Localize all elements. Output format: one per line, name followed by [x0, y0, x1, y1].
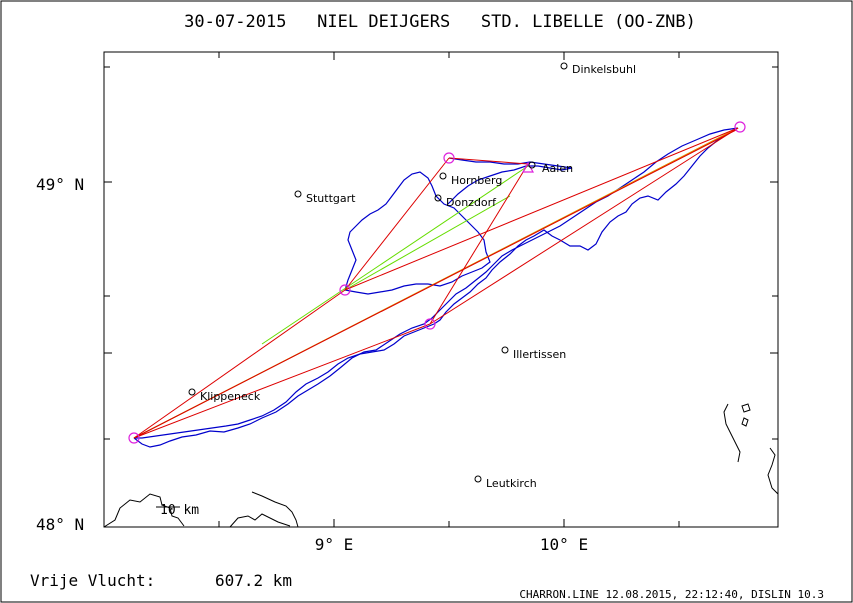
free-flight-distance: 607.2 km [215, 571, 292, 590]
turnpoint-5 [424, 318, 436, 330]
scale-bar: 10 km [156, 503, 199, 518]
route-red [133, 127, 739, 439]
track-loop-west [344, 171, 491, 295]
place-label-illertissen: Illertissen [513, 348, 566, 361]
route-red-main [133, 129, 737, 439]
place-marker-illertissen [501, 346, 509, 354]
border-path-lake [229, 513, 291, 528]
place-marker-dinkelsbuhl [560, 62, 568, 70]
map-title: 30-07-2015 NIEL DEIJGERS STD. LIBELLE (O… [184, 12, 696, 32]
scale-bar-label: 10 km [160, 503, 199, 518]
place-labels: Dinkelsbuhl Hornberg Aalen Stuttgart Don… [200, 63, 636, 490]
place-label-donzdorf: Donzdorf [446, 196, 497, 209]
route-green-a [261, 165, 529, 345]
lake-small-1 [741, 403, 751, 413]
place-label-klippeneck: Klippeneck [200, 390, 261, 403]
place-marker-hornberg [439, 172, 447, 180]
track-return-east [433, 127, 739, 325]
track-return-south [134, 323, 435, 439]
lake-small-2 [741, 417, 749, 427]
map-frame [103, 51, 779, 528]
route-red-leg-6 [344, 127, 739, 291]
lon-label-10: 10° E [540, 535, 588, 554]
place-marker-leutkirch [474, 475, 482, 483]
route-red-leg-4 [429, 163, 529, 325]
place-label-dinkelsbuhl: Dinkelsbuhl [572, 63, 636, 76]
place-label-leutkirch: Leutkirch [486, 477, 537, 490]
place-label-hornberg: Hornberg [451, 174, 502, 187]
route-red-leg-2 [344, 157, 450, 291]
route-green-b [344, 195, 511, 291]
place-label-stuttgart: Stuttgart [306, 192, 356, 205]
place-label-aalen: Aalen [542, 162, 573, 175]
lon-label-9: 9° E [315, 535, 354, 554]
borders [103, 403, 779, 528]
software-info: CHARRON.LINE 12.08.2015, 22:12:40, DISLI… [519, 588, 824, 601]
turnpoint-start [128, 432, 140, 444]
border-path-west [103, 493, 185, 528]
place-marker-klippeneck [188, 388, 196, 396]
route-red-leg-3 [448, 157, 529, 165]
route-red-leg-5 [133, 323, 431, 439]
place-markers [188, 62, 568, 483]
axis-ticks [104, 52, 778, 527]
route-red-leg-1 [133, 289, 346, 439]
place-marker-donzdorf [434, 194, 442, 202]
lat-label-49: 49° N [36, 175, 84, 194]
border-path-southeast [767, 447, 779, 495]
border-path-lake-south [251, 491, 299, 528]
turnpoint-2 [339, 284, 351, 296]
free-flight-label: Vrije Vlucht: [30, 571, 155, 590]
track-north-leg [447, 157, 573, 205]
lat-label-48: 48° N [36, 515, 84, 534]
route-red-leg-7 [429, 127, 739, 325]
border-path-east [723, 403, 741, 463]
turnpoint-finish [734, 121, 746, 133]
place-marker-stuttgart [294, 190, 302, 198]
place-marker-aalen [528, 161, 536, 169]
turnpoint-3 [443, 152, 455, 164]
